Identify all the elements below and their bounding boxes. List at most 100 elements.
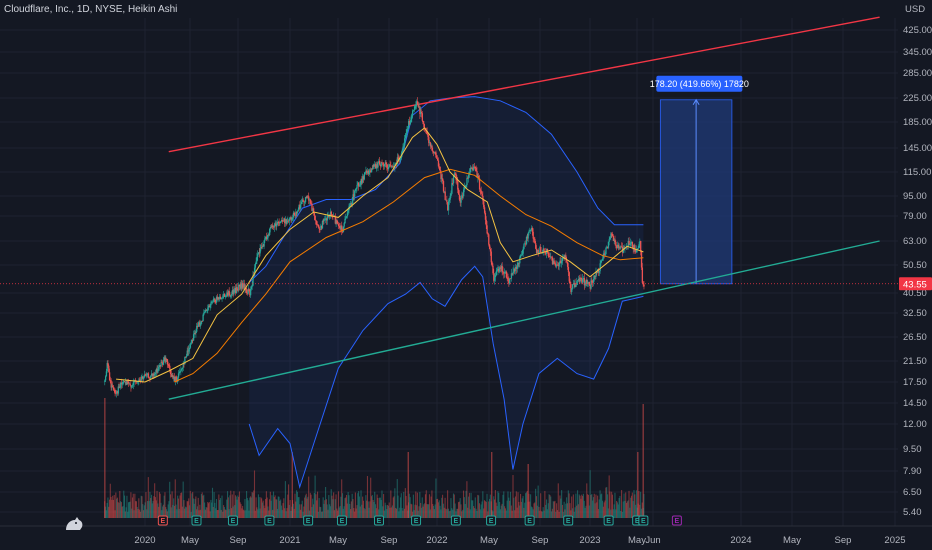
candle-body <box>520 254 523 256</box>
earnings-event-icon[interactable]: E <box>524 515 535 526</box>
trendlines[interactable] <box>168 16 880 400</box>
candle-body <box>262 245 264 247</box>
volume-bar <box>399 507 401 518</box>
volume-bar <box>375 508 377 518</box>
volume-bar <box>109 483 111 518</box>
volume-bar <box>329 504 331 518</box>
volume-bar <box>523 507 525 518</box>
volume-bar <box>391 507 393 518</box>
earnings-event-icon[interactable]: E <box>603 515 614 526</box>
volume-bar <box>236 499 238 518</box>
candle-body <box>618 247 620 249</box>
volume-spike <box>491 452 493 518</box>
candle-body <box>607 241 610 248</box>
earnings-event-icon[interactable]: E <box>486 515 497 526</box>
volume-bar <box>580 498 582 518</box>
candle-body <box>561 261 563 264</box>
volume-bar <box>370 477 372 518</box>
volume-bar <box>573 511 575 518</box>
volume-bar <box>251 492 253 518</box>
volume-bar <box>104 506 107 518</box>
candle-body <box>202 314 204 322</box>
volume-bar <box>634 494 636 518</box>
volume-bar <box>258 497 260 518</box>
candle-body <box>514 267 517 272</box>
volume-bar <box>535 496 538 518</box>
candle-body <box>253 267 256 276</box>
volume-bar <box>207 502 209 518</box>
candle-body <box>621 246 623 248</box>
earnings-event-icon[interactable]: E <box>450 515 461 526</box>
candle-body <box>222 295 224 299</box>
earnings-event-icon[interactable]: E <box>191 515 202 526</box>
candle-body <box>373 164 375 167</box>
volume-bar <box>561 504 564 518</box>
volume-bar <box>584 507 586 518</box>
volume-bar <box>374 491 376 518</box>
earnings-event-icon[interactable]: E <box>563 515 574 526</box>
volume-bar <box>256 507 258 518</box>
volume-bar <box>325 487 327 518</box>
candle-body <box>442 181 445 192</box>
candle-body <box>261 246 263 248</box>
volume-bar <box>230 508 233 518</box>
volume-bar <box>178 508 180 518</box>
candle-body <box>290 217 292 221</box>
candle-body <box>112 387 115 390</box>
volume-bar <box>489 494 491 518</box>
candle-body <box>462 195 464 197</box>
volume-bar <box>165 507 167 518</box>
earnings-event-icon[interactable]: E <box>336 515 347 526</box>
tradingview-logo-icon[interactable] <box>66 517 83 530</box>
volume-bar <box>186 501 188 518</box>
earnings-event-icon[interactable]: E <box>227 515 238 526</box>
volume-bar <box>397 495 399 518</box>
volume-bar <box>499 501 501 518</box>
candle-body <box>488 234 490 245</box>
candle-body <box>499 267 501 272</box>
price-range-measure[interactable]: 178.20 (419.66%) 17820 <box>650 75 749 285</box>
volume-bar <box>339 505 341 518</box>
volume-bar <box>478 503 481 518</box>
volume-bar <box>146 501 149 518</box>
volume-bar <box>218 494 220 518</box>
candle-body <box>266 237 268 240</box>
volume-bar <box>301 500 303 518</box>
volume-bar <box>136 506 138 518</box>
candle-body <box>258 252 261 254</box>
candle-body <box>174 376 177 381</box>
candle-body <box>382 162 384 165</box>
volume-bar <box>200 509 202 518</box>
volume-bar <box>362 500 364 518</box>
candle-body <box>230 294 233 296</box>
volume-bar <box>151 503 153 518</box>
volume-bar <box>412 494 414 518</box>
volume-bar <box>608 475 610 518</box>
earnings-event-icon[interactable]: E <box>411 515 422 526</box>
earnings-event-icon[interactable]: E <box>638 515 649 526</box>
volume-bar <box>473 506 475 518</box>
earnings-event-icon[interactable]: E <box>157 515 168 526</box>
volume-bar <box>469 509 471 518</box>
volume-bar <box>601 493 603 518</box>
volume-bar <box>213 492 215 518</box>
candle-body <box>203 312 205 315</box>
candle-body <box>240 283 242 289</box>
volume-bar <box>160 502 162 518</box>
candle-body <box>629 243 631 245</box>
volume-bar <box>144 502 146 518</box>
volume-bar <box>363 507 365 518</box>
earnings-event-icon[interactable]: E <box>303 515 314 526</box>
candle-body <box>478 175 480 179</box>
volume-bar <box>234 495 237 518</box>
earnings-event-icon[interactable]: E <box>671 515 682 526</box>
volume-bar <box>333 510 335 518</box>
volume-bar <box>232 506 234 518</box>
volume-bar <box>243 510 245 518</box>
earnings-event-icon[interactable]: E <box>264 515 275 526</box>
candle-body <box>413 109 415 111</box>
earnings-event-icon[interactable]: E <box>374 515 385 526</box>
